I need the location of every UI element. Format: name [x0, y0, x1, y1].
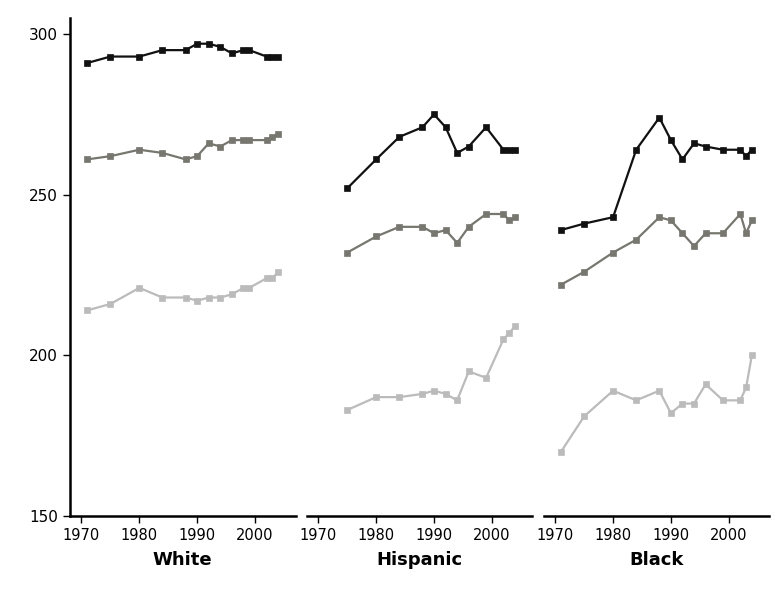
X-axis label: Black: Black: [629, 551, 684, 569]
X-axis label: Hispanic: Hispanic: [377, 551, 462, 569]
X-axis label: White: White: [153, 551, 213, 569]
